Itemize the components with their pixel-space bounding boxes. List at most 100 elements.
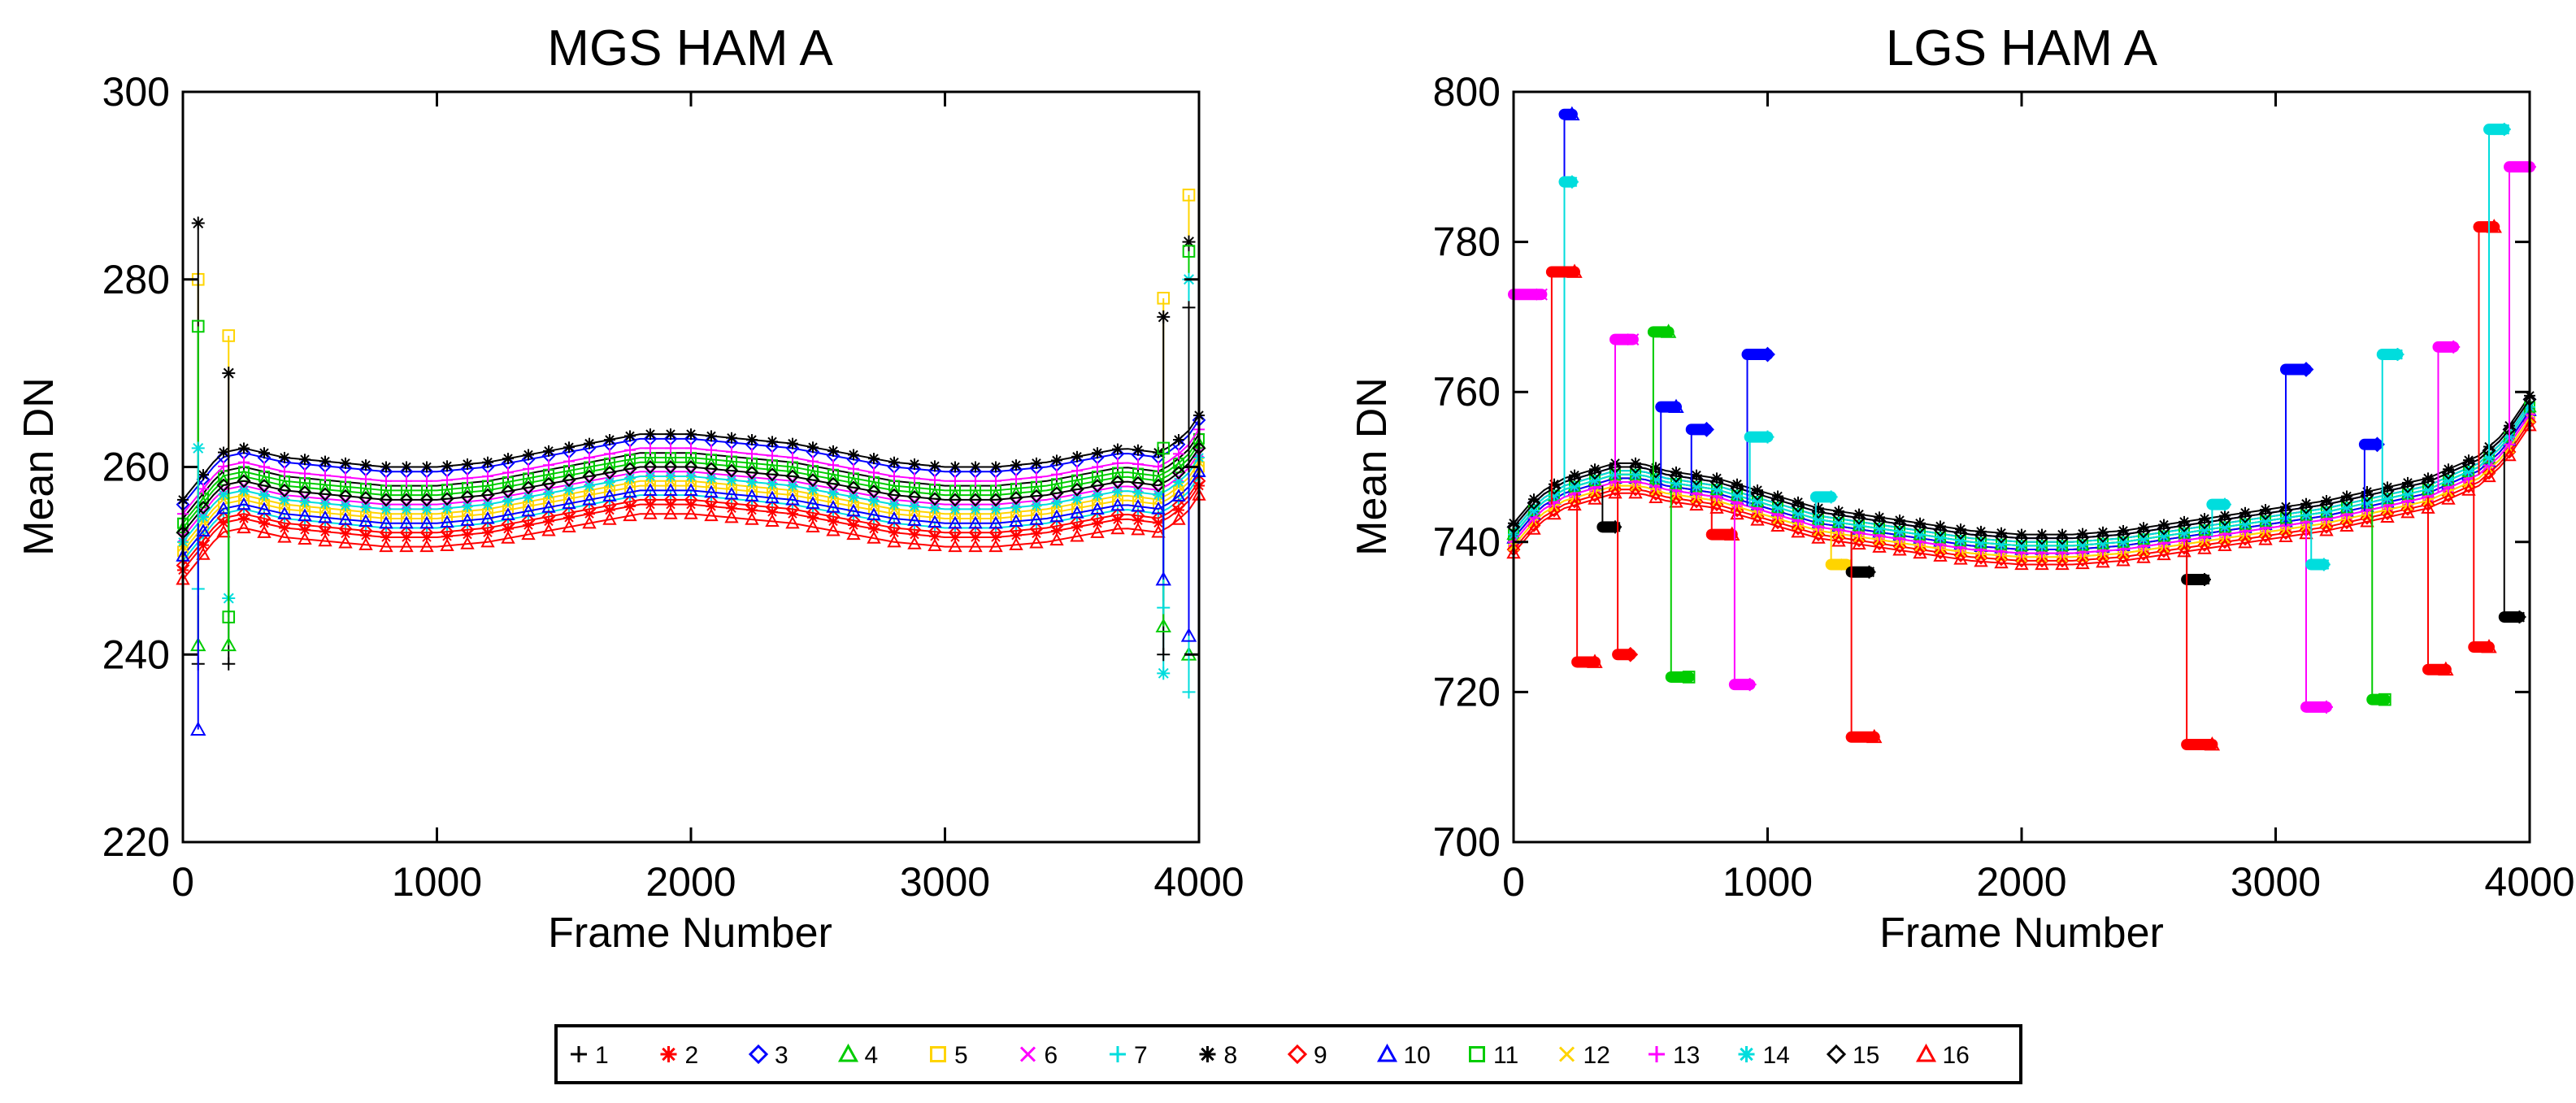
data-point	[1029, 522, 1044, 536]
y-tick-label: 220	[102, 819, 170, 865]
data-point	[767, 449, 778, 462]
data-point	[441, 502, 453, 515]
data-point	[440, 538, 454, 552]
data-point	[277, 529, 292, 543]
data-point	[970, 475, 981, 487]
data-point	[948, 493, 962, 507]
data-point	[927, 524, 942, 539]
x-tick-label: 1000	[392, 859, 482, 905]
data-point	[563, 441, 575, 454]
data-point	[543, 445, 554, 457]
excursion-point	[1627, 333, 1640, 346]
legend-item-9: 9	[1287, 1042, 1327, 1069]
triangle-marker-icon	[837, 1043, 859, 1062]
data-point	[988, 525, 1003, 540]
data-point	[480, 534, 495, 548]
data-point	[929, 460, 940, 472]
data-point	[319, 455, 331, 467]
data-point	[684, 493, 698, 507]
data-point	[1955, 534, 1966, 546]
legend-item-12: 12	[1558, 1042, 1610, 1069]
data-point	[1772, 502, 1783, 514]
data-point	[1975, 536, 1987, 549]
data-point	[419, 525, 434, 540]
spike-point	[1157, 601, 1171, 614]
data-point	[582, 492, 597, 506]
data-point	[1071, 465, 1083, 477]
data-point	[2075, 530, 2090, 545]
data-point	[724, 510, 739, 523]
series-11	[1508, 401, 2535, 552]
data-point	[1112, 457, 1123, 469]
data-point	[399, 493, 414, 507]
legend-item-14: 14	[1738, 1042, 1790, 1069]
data-point	[1994, 555, 2009, 569]
data-point	[2443, 475, 2454, 487]
excursion-point	[2198, 572, 2211, 586]
legend-label: 8	[1224, 1042, 1238, 1069]
series-13	[177, 423, 1205, 520]
data-point	[1527, 496, 1541, 510]
data-point	[1009, 523, 1023, 538]
series-line	[1513, 410, 2530, 551]
data-point	[1628, 460, 1643, 474]
data-point	[380, 461, 392, 473]
data-point	[2278, 526, 2293, 541]
data-point	[440, 515, 454, 528]
data-point	[399, 539, 414, 553]
data-point	[2197, 541, 2212, 554]
data-point	[2157, 521, 2171, 536]
data-point	[298, 485, 312, 500]
legend-item-3: 3	[748, 1042, 788, 1069]
legend-item-15: 15	[1826, 1042, 1879, 1069]
data-point	[846, 513, 861, 528]
data-point	[1051, 468, 1062, 480]
asterisk-marker-icon	[660, 1046, 677, 1062]
data-point	[704, 462, 719, 476]
data-point	[1833, 516, 1844, 528]
data-point	[1031, 471, 1042, 484]
data-point	[1831, 530, 1846, 545]
triangle-marker-icon	[1915, 1043, 1937, 1062]
data-point	[807, 455, 819, 467]
excursion-point	[1535, 288, 1548, 301]
data-point	[1953, 526, 1968, 541]
data-point	[1171, 498, 1186, 513]
excursion-point	[1761, 430, 1775, 444]
data-point	[216, 478, 231, 493]
excursion-point	[1609, 520, 1622, 534]
data-point	[1914, 528, 1926, 541]
data-point	[645, 428, 656, 441]
data-point	[1689, 494, 1704, 509]
data-point	[2422, 484, 2434, 496]
data-point	[828, 459, 839, 471]
data-point	[2258, 532, 2273, 545]
diamond-marker-icon	[1287, 1044, 1308, 1065]
data-point	[279, 466, 290, 478]
data-point	[2116, 528, 2131, 541]
data-point	[2014, 557, 2029, 571]
series-line	[182, 438, 1200, 524]
data-point	[765, 490, 780, 504]
excursion-point	[1862, 565, 1876, 579]
legend-label: 4	[865, 1042, 879, 1069]
data-point	[706, 430, 717, 442]
data-point	[1953, 551, 1968, 565]
data-point	[1691, 480, 1702, 493]
data-point	[1752, 495, 1763, 507]
excursion-point	[1660, 324, 1677, 338]
data-point	[1132, 444, 1144, 456]
data-point	[1872, 514, 1887, 528]
data-point	[562, 473, 576, 488]
legend-item-10: 10	[1376, 1042, 1431, 1069]
data-point	[1650, 473, 1662, 485]
data-point	[2138, 533, 2149, 545]
data-point	[2177, 519, 2192, 532]
data-point	[1731, 489, 1743, 502]
spike-point	[1157, 310, 1171, 324]
data-point	[1090, 525, 1105, 538]
data-point	[1029, 512, 1044, 525]
data-point	[826, 476, 841, 491]
data-point	[684, 460, 698, 474]
data-point	[360, 473, 371, 485]
